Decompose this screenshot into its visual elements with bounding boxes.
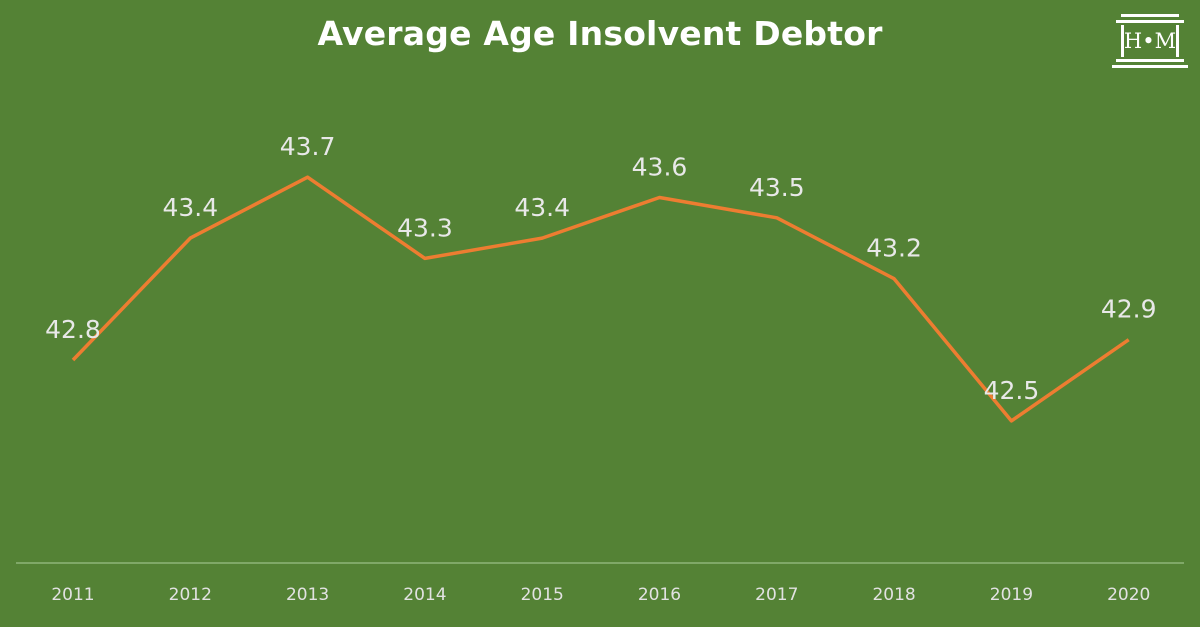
x-tick-label-2018: 2018 xyxy=(872,585,915,605)
data-label-2019: 42.5 xyxy=(984,376,1040,405)
x-tick-label-2019: 2019 xyxy=(990,585,1033,605)
x-tick-label-2016: 2016 xyxy=(638,585,681,605)
data-label-2013: 43.7 xyxy=(280,132,336,161)
data-label-2016: 43.6 xyxy=(632,153,688,182)
x-tick-label-2012: 2012 xyxy=(169,585,212,605)
data-label-2015: 43.4 xyxy=(514,193,570,222)
data-label-2014: 43.3 xyxy=(397,213,453,242)
x-axis-tick-labels: 2011 2012 2013 2014 2015 2016 2017 2018 2019 2020 xyxy=(51,585,1150,605)
data-label-2018: 43.2 xyxy=(866,234,922,263)
x-tick-label-2013: 2013 xyxy=(286,585,329,605)
chart-title: Average Age Insolvent Debtor xyxy=(317,14,883,53)
data-label-2020: 42.9 xyxy=(1101,295,1157,324)
logo-text: H•M xyxy=(1123,29,1177,53)
x-tick-label-2020: 2020 xyxy=(1107,585,1150,605)
x-tick-label-2015: 2015 xyxy=(521,585,564,605)
data-label-2011: 42.8 xyxy=(45,315,101,344)
data-label-2017: 43.5 xyxy=(749,173,805,202)
data-labels: 42.8 43.4 43.7 43.3 43.4 43.6 43.5 43.2 42.5 42.9 xyxy=(45,132,1156,405)
series-line-average-age xyxy=(71,175,1130,423)
x-tick-label-2017: 2017 xyxy=(755,585,798,605)
hm-logo: H•M xyxy=(1112,14,1188,74)
x-tick-label-2011: 2011 xyxy=(51,585,94,605)
data-label-2012: 43.4 xyxy=(162,193,218,222)
x-tick-label-2014: 2014 xyxy=(403,585,446,605)
